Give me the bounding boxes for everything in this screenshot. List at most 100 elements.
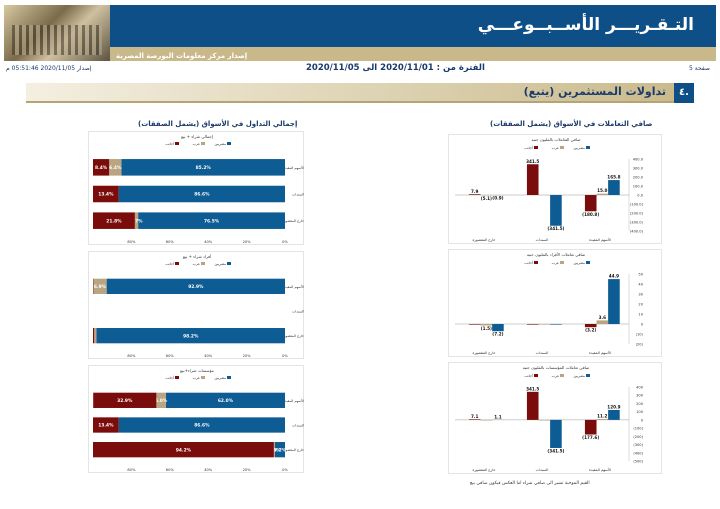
y-tick-label: 0 [641, 418, 644, 422]
legend-label: مصريين [573, 261, 585, 265]
chart-title: صافي التعاملات بالمليون جنيه [531, 137, 581, 142]
share-bar-segment [138, 212, 285, 229]
x-category-label: الأسهم المقيدة [589, 467, 611, 472]
legend-label: عرب [193, 142, 200, 146]
net-bar [584, 324, 597, 328]
share-bar-segment [93, 392, 157, 408]
data-label: (0.9) [492, 196, 503, 201]
y-category-label: السندات [292, 193, 304, 197]
net-bar [526, 324, 539, 325]
y-tick-label: (300) [633, 443, 643, 447]
data-label: 5.2% [274, 447, 287, 453]
x-tick-label: 40% [204, 240, 213, 244]
share-bar-segment [121, 159, 285, 176]
y-category-label: خارج المقصورة [282, 219, 304, 223]
net-total-chart-panel: صافي التعاملات بالمليون جنيه مصريين عرب أجا… [448, 134, 662, 244]
share-bar-segment [93, 185, 119, 203]
y-tick-label: 30 [638, 293, 643, 297]
issue-date: إصدار 2020/11/05 05:51:46 م [6, 65, 92, 72]
share-bar-segment [96, 328, 286, 344]
net-bar [480, 419, 493, 421]
data-label: 32.9% [117, 398, 133, 404]
data-label: 7.1 [471, 414, 479, 419]
data-label: (7.2) [492, 332, 503, 337]
net-institutions-chart-panel: صافي تعاملات المؤسسات بالمليون جنيه مصريي… [448, 362, 662, 474]
data-label: 13.4% [98, 423, 114, 429]
period-range: الفترة من : 2020/11/01 الى 2020/11/05 [306, 63, 485, 73]
legend-label: أجانب [165, 261, 174, 266]
x-tick-label: 0% [282, 240, 288, 244]
y-tick-label: 100 [636, 410, 644, 414]
x-category-label: خارج المقصورة [472, 238, 495, 242]
y-tick-label: (400.0) [630, 230, 644, 234]
data-label: 341.5 [526, 386, 539, 391]
y-tick-label: (100.0) [630, 203, 644, 207]
data-label: 62.0% [218, 398, 234, 404]
y-tick-label: 300.0 [633, 167, 644, 171]
y-category-label: الأسهم المقيدة [283, 165, 304, 170]
net-bar [468, 324, 481, 325]
x-category-label: خارج المقصورة [472, 351, 495, 355]
legend-swatch [227, 142, 231, 145]
share-bar-segment [93, 328, 95, 344]
share-bar-segment [165, 392, 285, 408]
legend-swatch [175, 142, 179, 145]
x-category-label: خارج المقصورة [472, 468, 495, 472]
y-tick-label: 10 [638, 313, 643, 317]
data-label: 5.0% [155, 398, 168, 404]
x-category-label: السندات [536, 468, 549, 472]
right-column-header: صافي التعاملات في الأسواق (يشمل الصفقات) [490, 120, 653, 128]
net-bar [596, 418, 609, 420]
legend-swatch [201, 376, 205, 379]
report-title: التـقـريـــر الأســبــوعـــي [477, 15, 694, 35]
x-tick-label: 0% [282, 468, 288, 472]
legend-swatch [175, 376, 179, 379]
data-label: 92.9% [188, 284, 204, 290]
x-category-label: السندات [536, 351, 549, 355]
y-tick-label: (20) [636, 343, 644, 347]
net-bar [480, 324, 493, 326]
y-tick-label: 400.0 [633, 158, 644, 162]
legend-label: أجانب [165, 375, 174, 380]
y-tick-label: (300.0) [630, 221, 644, 225]
y-category-label: خارج المقصورة [282, 448, 304, 452]
y-category-label: الأسهم المقيدة [283, 284, 304, 289]
y-category-label: الأسهم المقيدة [283, 398, 304, 403]
y-tick-label: (100) [633, 427, 643, 431]
y-tick-label: 200 [636, 402, 644, 406]
data-label: 120.9 [607, 404, 620, 409]
section-number: ٤. [674, 83, 694, 103]
x-category-label: السندات [536, 238, 549, 242]
chart-title: صافي تعاملات الأفراد بالمليون جنيه [527, 252, 586, 257]
x-tick-label: 40% [204, 468, 213, 472]
chart-title: إجمالي شراء + بيع [181, 134, 213, 140]
y-category-label: خارج المقصورة [282, 334, 304, 338]
net-bar [538, 324, 551, 325]
net-bar [596, 320, 609, 324]
y-tick-label: (400) [633, 451, 643, 455]
y-tick-label: 300 [636, 394, 644, 398]
legend-label: أجانب [165, 141, 174, 146]
x-tick-label: 20% [243, 354, 252, 358]
x-tick-label: 80% [127, 354, 136, 358]
data-label: 44.9 [609, 274, 619, 279]
net-bar [608, 409, 620, 420]
share-bar-segment [93, 278, 107, 294]
data-label: (341.5) [547, 448, 564, 453]
legend-swatch [534, 146, 538, 149]
legend-label: مصريين [214, 142, 226, 146]
data-label: 7.9 [471, 189, 479, 194]
legend-swatch [586, 146, 590, 149]
net-bar [608, 279, 620, 324]
share-bar-segment [118, 417, 285, 433]
legend-label: عرب [193, 262, 200, 266]
y-tick-label: (200.0) [630, 212, 644, 216]
net-bar [468, 194, 481, 195]
page-number: صفحة 5 [689, 65, 710, 72]
legend-label: عرب [552, 374, 559, 378]
chart-title: مؤسسات شراء+بيع [180, 368, 214, 373]
net-bar [526, 164, 539, 195]
y-category-label: السندات [292, 424, 304, 428]
share-bar-segment [93, 417, 119, 433]
banner-stripe [110, 47, 716, 61]
